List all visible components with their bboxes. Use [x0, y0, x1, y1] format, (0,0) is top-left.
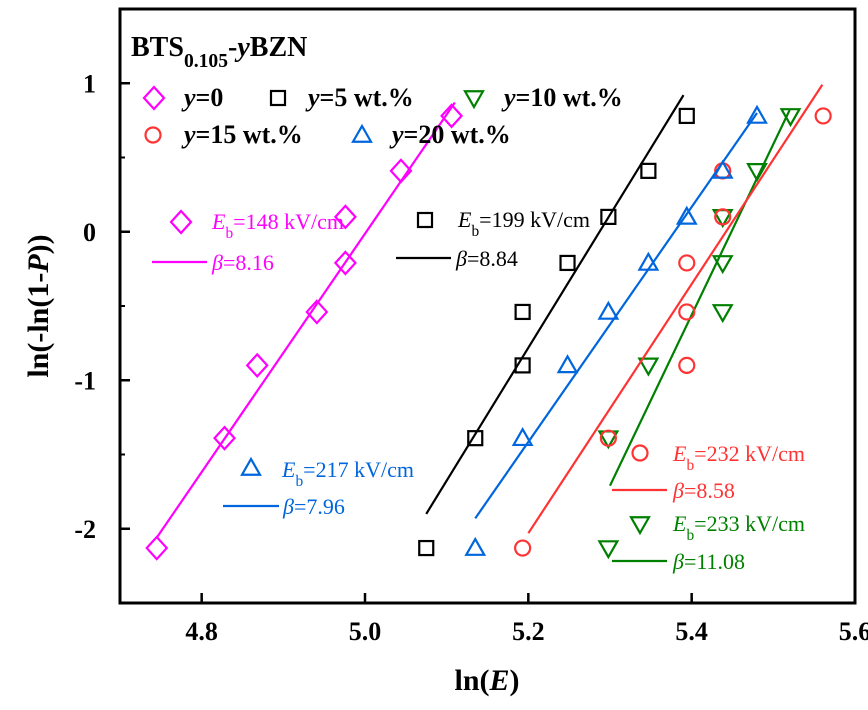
- point-y15-0: [514, 539, 532, 557]
- beta-label-y20: β=7.96: [282, 494, 345, 519]
- legend-marker-y20: [351, 123, 373, 143]
- y-tick-label-3: 1: [83, 69, 96, 98]
- chart-title: BTS0.105-yBZN: [131, 32, 307, 72]
- point-y5-1: [467, 430, 484, 447]
- point-y0-2: [245, 352, 269, 379]
- x-tick-label-3: 5.4: [675, 617, 708, 646]
- eb-label-y15: Eb=232 kV/cm: [672, 441, 805, 474]
- legend-marker-y15: [144, 126, 162, 144]
- eb-label-y5: Eb=199 kV/cm: [457, 207, 590, 240]
- point-y5-7: [678, 107, 695, 125]
- annot-marker-y20: [240, 456, 262, 476]
- point-y5-5: [600, 208, 617, 225]
- point-y15-4: [678, 254, 696, 272]
- point-y10-6: [746, 163, 768, 183]
- point-y10-4: [711, 255, 734, 275]
- point-y20-2: [556, 354, 579, 374]
- x-tick-label-1: 5.0: [349, 617, 382, 646]
- eb-label-y20: Eb=217 kV/cm: [281, 457, 414, 490]
- legend-label-y5: y=5 wt.%: [305, 83, 414, 112]
- legend-label-y20: y=20 wt.%: [389, 120, 511, 149]
- point-y10-3: [711, 304, 734, 324]
- point-y20-4: [637, 251, 660, 271]
- beta-label-y0: β=8.16: [211, 250, 274, 275]
- point-y0-0: [145, 535, 169, 561]
- x-tick-label-4: 5.6: [839, 617, 868, 646]
- legend-label-y0: y=0: [181, 83, 223, 112]
- eb-label-y10: Eb=233 kV/cm: [672, 511, 805, 544]
- point-y15-7: [814, 107, 832, 125]
- legend-marker-y10: [463, 90, 485, 110]
- point-y20-5: [675, 205, 698, 225]
- point-y20-6: [711, 159, 734, 179]
- point-y20-1: [511, 426, 534, 447]
- annot-marker-y0: [169, 209, 193, 235]
- point-y15-5: [714, 208, 732, 226]
- point-y5-0: [418, 539, 435, 557]
- point-y15-1: [599, 429, 617, 447]
- chart-axes: 4.8 5.0 5.2 5.4 5.6 -2 -1 0 1 ln(E) ln(-ln(1-P)): [22, 8, 868, 697]
- point-y0-3: [305, 299, 329, 325]
- annot-marker-y15: [631, 444, 649, 462]
- point-y0-7: [440, 103, 464, 129]
- annot-marker-y10: [629, 516, 651, 536]
- point-y0-4: [333, 250, 357, 276]
- x-tick-label-0: 4.8: [185, 617, 218, 646]
- legend-marker-y5: [269, 89, 287, 107]
- y-tick-label-1: -1: [74, 366, 96, 395]
- x-tick-label-2: 5.2: [512, 617, 545, 646]
- point-y10-7: [779, 108, 802, 128]
- point-y0-6: [389, 158, 413, 184]
- fit-line-y0: [155, 101, 456, 539]
- point-y5-3: [514, 303, 531, 321]
- point-y10-2: [637, 357, 660, 377]
- chart-annotations: BTS0.105-yBZN y=0 y=5 wt.% y=10 wt.% y=15 wt…: [131, 32, 805, 574]
- x-axis-title: ln(E): [454, 664, 519, 697]
- point-y5-4: [559, 254, 576, 272]
- legend-label-y10: y=10 wt.%: [501, 83, 623, 112]
- point-y20-0: [464, 536, 487, 556]
- point-y15-3: [678, 303, 696, 321]
- point-y5-2: [514, 357, 531, 374]
- chart-marks: [145, 84, 832, 561]
- point-y20-3: [597, 300, 620, 320]
- beta-label-y5: β=8.84: [455, 246, 518, 271]
- y-axis-title: ln(-ln(1-P)): [22, 234, 55, 377]
- point-y5-6: [640, 162, 657, 179]
- eb-label-y0: Eb=148 kV/cm: [211, 209, 344, 242]
- point-y0-5: [333, 204, 357, 230]
- y-tick-label-2: 0: [83, 218, 96, 247]
- point-y15-2: [678, 356, 696, 374]
- beta-label-y10: β=11.08: [672, 549, 745, 574]
- fit-line-y15: [527, 84, 824, 534]
- legend-marker-y0: [142, 85, 166, 111]
- point-y20-7: [746, 104, 768, 124]
- fit-line-y10: [609, 109, 791, 487]
- point-y0-1: [213, 425, 237, 451]
- y-tick-label-0: -2: [74, 515, 96, 544]
- legend-label-y15: y=15 wt.%: [181, 120, 303, 149]
- annot-marker-y5: [416, 211, 434, 229]
- beta-label-y15: β=8.58: [672, 478, 735, 503]
- point-y10-0: [597, 540, 620, 560]
